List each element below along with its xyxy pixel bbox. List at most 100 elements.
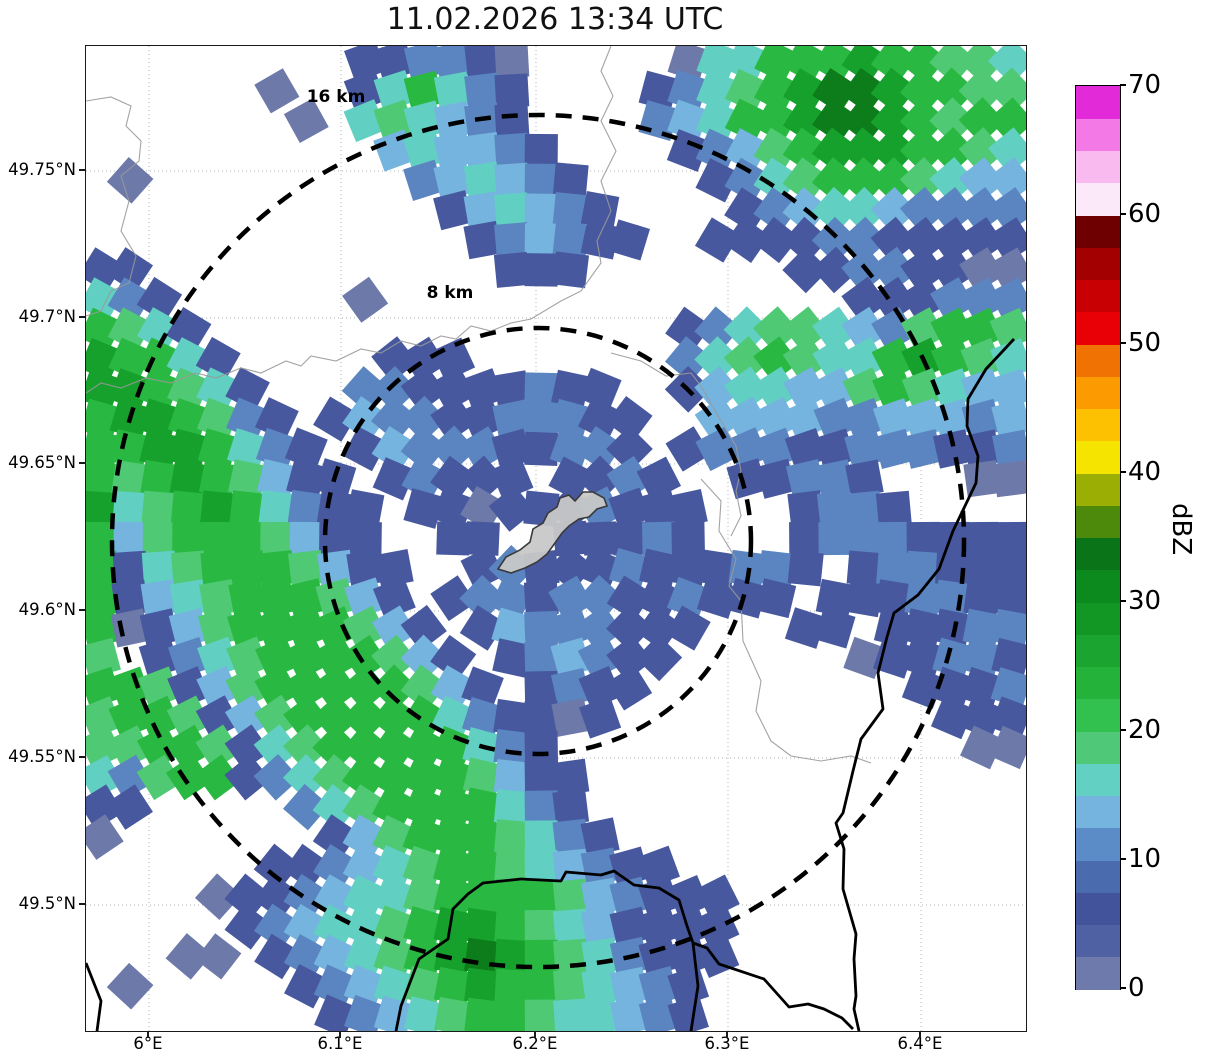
radar-echo-cell bbox=[463, 220, 502, 260]
latitude-tick-mark bbox=[79, 169, 85, 171]
radar-echo-cell bbox=[992, 460, 1026, 498]
radar-echo-cell bbox=[107, 754, 153, 800]
radar-echo-cell bbox=[871, 306, 917, 353]
radar-echo-cell bbox=[86, 460, 120, 498]
radar-echo-cell bbox=[342, 754, 389, 801]
radar-echo-cell bbox=[752, 306, 800, 353]
radar-echo-cell bbox=[608, 219, 651, 261]
radar-echo-cell bbox=[371, 365, 418, 413]
radar-echo-cell bbox=[172, 521, 206, 556]
colorbar-segment bbox=[1076, 118, 1120, 152]
radar-echo-cell bbox=[171, 550, 207, 587]
colorbar-segment bbox=[1076, 827, 1120, 861]
radar-echo-cell bbox=[430, 634, 477, 681]
radar-echo-cell bbox=[524, 670, 559, 705]
colorbar-segment bbox=[1076, 473, 1120, 506]
radar-echo-cell bbox=[224, 754, 271, 801]
radar-echo-cell bbox=[86, 754, 124, 800]
colorbar-segment bbox=[1076, 505, 1120, 539]
radar-echo-cell bbox=[283, 664, 330, 711]
colorbar-segment bbox=[1076, 344, 1120, 377]
radar-echo-cell bbox=[107, 307, 153, 352]
radar-echo-cell bbox=[106, 157, 154, 204]
radar-echo-cell bbox=[666, 129, 710, 172]
radar-echo-cell bbox=[929, 247, 976, 293]
country-border-line bbox=[394, 869, 695, 1031]
radar-echo-cell bbox=[493, 698, 531, 737]
radar-echo-cell bbox=[199, 579, 238, 618]
radar-echo-cell bbox=[459, 455, 506, 503]
radar-echo-cell bbox=[341, 664, 389, 711]
radar-echo-cell bbox=[581, 967, 619, 1005]
radar-echo-cell bbox=[463, 787, 503, 827]
radar-echo-cell bbox=[283, 903, 329, 950]
radar-echo-cell bbox=[695, 128, 740, 173]
radar-echo-cell bbox=[988, 217, 1026, 263]
radar-echo-cell bbox=[113, 521, 147, 556]
radar-echo-cell bbox=[463, 907, 502, 946]
radar-echo-cell bbox=[841, 67, 888, 114]
radar-echo-cell bbox=[724, 68, 769, 113]
radar-echo-cell bbox=[494, 849, 530, 885]
radar-echo-cell bbox=[166, 695, 211, 740]
radar-echo-cell bbox=[86, 550, 119, 586]
radar-echo-cell bbox=[578, 367, 622, 411]
radar-echo-cell bbox=[108, 337, 152, 382]
radar-echo-cell bbox=[107, 277, 153, 323]
radar-echo-cell bbox=[283, 933, 329, 979]
radar-echo-cell bbox=[758, 550, 795, 587]
radar-echo-cell bbox=[667, 995, 709, 1031]
radar-echo-cell bbox=[906, 521, 940, 556]
radar-echo-cell bbox=[841, 276, 888, 323]
radar-echo-cell bbox=[576, 574, 624, 622]
radar-echo-cell bbox=[112, 550, 148, 586]
radar-echo-cell bbox=[260, 521, 294, 556]
radar-echo-cell bbox=[753, 366, 800, 413]
radar-echo-cell bbox=[254, 665, 300, 711]
radar-echo-cell bbox=[136, 307, 182, 353]
radar-echo-cell bbox=[198, 459, 238, 499]
radar-echo-cell bbox=[524, 880, 558, 914]
radar-echo-cell bbox=[463, 161, 502, 200]
radar-echo-cell bbox=[552, 162, 589, 199]
radar-echo-cell bbox=[282, 783, 330, 831]
radar-echo-cell bbox=[86, 521, 118, 556]
radar-echo-cell bbox=[695, 426, 740, 472]
radar-echo-cell bbox=[433, 101, 473, 141]
radar-echo-cell bbox=[870, 156, 918, 204]
radar-echo-cell bbox=[142, 521, 176, 556]
radar-echo-cell bbox=[86, 608, 121, 648]
radar-echo-cell bbox=[86, 725, 123, 770]
radar-echo-cell bbox=[815, 578, 855, 618]
radar-echo-cell bbox=[553, 998, 589, 1031]
radar-echo-cell bbox=[195, 933, 242, 980]
latitude-tick-mark bbox=[79, 903, 85, 905]
radar-echo-cell bbox=[899, 127, 947, 174]
radar-echo-cell bbox=[870, 127, 918, 174]
radar-echo-cell bbox=[225, 665, 270, 710]
radar-echo-cell bbox=[606, 395, 653, 443]
radar-echo-cell bbox=[86, 307, 123, 352]
radar-echo-cell bbox=[665, 426, 711, 472]
colorbar-segment bbox=[1076, 666, 1120, 700]
radar-echo-cell bbox=[524, 969, 558, 1003]
radar-echo-cell bbox=[900, 276, 946, 323]
radar-echo-cell bbox=[229, 550, 266, 587]
radar-echo-cell bbox=[372, 784, 417, 830]
radar-echo-cell bbox=[698, 549, 737, 588]
radar-echo-cell bbox=[283, 843, 330, 890]
radar-echo-cell bbox=[460, 546, 505, 591]
radar-echo-cell bbox=[899, 156, 947, 204]
radar-echo-cell bbox=[401, 755, 446, 800]
radar-echo-cell bbox=[494, 819, 530, 855]
radar-echo-cell bbox=[524, 193, 558, 227]
radar-echo-cell bbox=[930, 277, 976, 323]
radar-echo-cell bbox=[433, 966, 473, 1006]
radar-echo-cell bbox=[552, 758, 590, 796]
radar-echo-cell bbox=[400, 604, 447, 652]
radar-echo-cell bbox=[900, 216, 947, 264]
radar-echo-cell bbox=[724, 396, 770, 442]
radar-echo-cell bbox=[988, 97, 1026, 144]
latitude-tick-mark bbox=[79, 756, 85, 758]
radar-echo-cell bbox=[348, 521, 382, 556]
